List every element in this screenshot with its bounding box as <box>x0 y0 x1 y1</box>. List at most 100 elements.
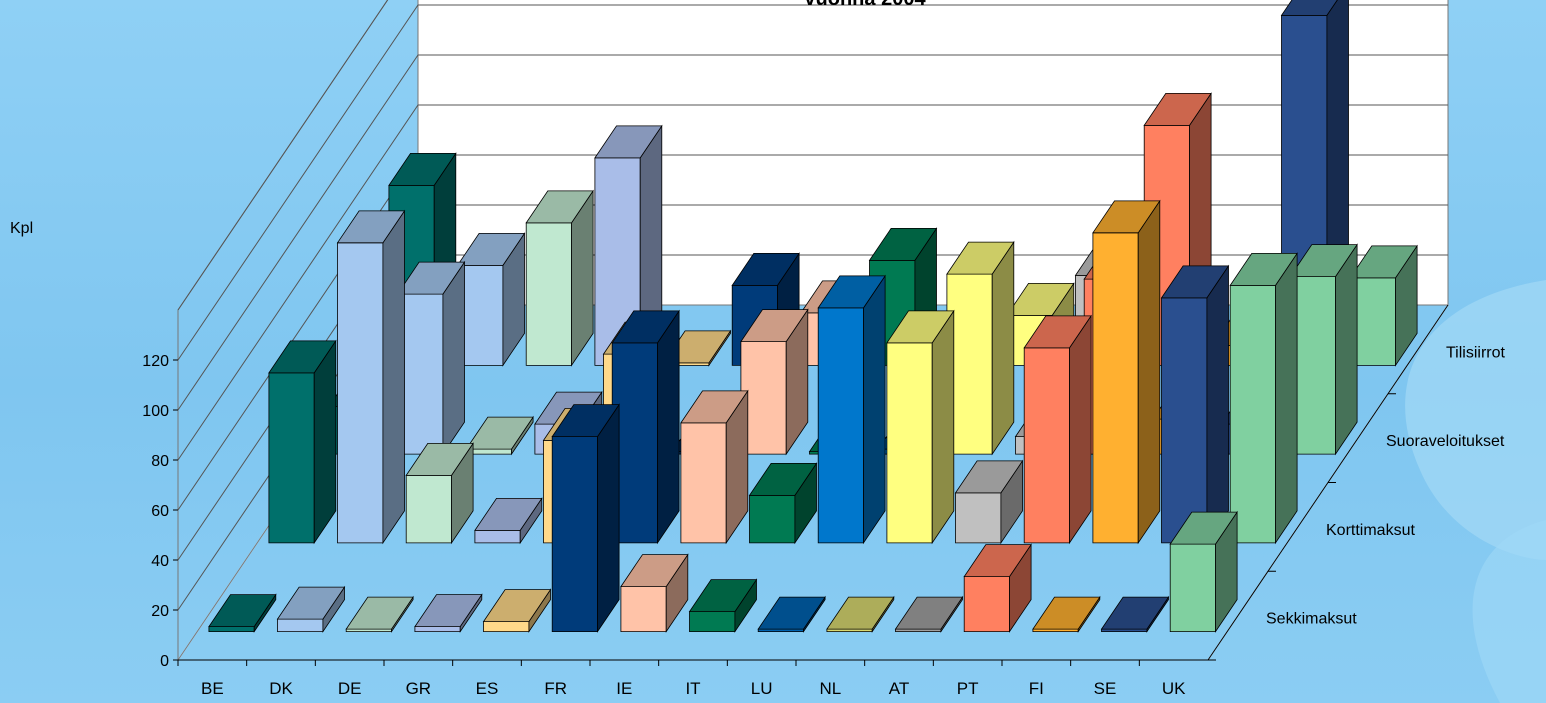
bar-side <box>598 405 620 632</box>
x-tick-label: IE <box>616 679 632 698</box>
bar <box>956 461 1023 543</box>
bar <box>1093 201 1160 543</box>
series-label: Sekkimaksut <box>1266 611 1357 628</box>
x-tick-label: DE <box>338 679 362 698</box>
y-tick-label: 100 <box>142 403 169 420</box>
bar-front <box>338 243 383 543</box>
bar <box>681 391 748 543</box>
x-tick-label: PT <box>957 679 979 698</box>
bar <box>612 311 679 543</box>
bar <box>947 242 1014 454</box>
series-label: Korttimaksut <box>1326 522 1415 539</box>
bar-side <box>658 311 680 543</box>
bar <box>741 310 808 455</box>
x-tick-label: FR <box>544 679 567 698</box>
bar-front <box>750 495 795 543</box>
bar <box>1230 253 1297 543</box>
bar-front <box>269 373 314 543</box>
bar <box>484 590 551 632</box>
bar-front <box>1162 298 1207 543</box>
x-tick-label: BE <box>201 679 224 698</box>
bar-front <box>209 627 254 632</box>
y-tick-label: 40 <box>151 553 169 570</box>
x-tick-label: UK <box>1162 679 1186 698</box>
bar-front <box>406 475 451 543</box>
bar <box>1033 597 1100 632</box>
bar <box>750 463 817 543</box>
bar-side <box>992 242 1014 454</box>
bar-front <box>887 343 932 543</box>
bar-front <box>415 627 460 632</box>
bar <box>621 555 688 632</box>
bar-side <box>1138 201 1160 543</box>
bar-front <box>1093 233 1138 543</box>
bar <box>475 498 542 543</box>
y-axis-label: Kpl <box>10 220 33 237</box>
bar <box>964 545 1031 632</box>
bar-side <box>1276 253 1298 543</box>
bar <box>338 211 405 543</box>
bar <box>758 597 825 632</box>
bar-front <box>964 577 1009 632</box>
bar <box>1024 316 1091 543</box>
bar-front <box>681 423 726 543</box>
bar <box>466 417 533 454</box>
bar-front <box>278 619 323 632</box>
bar-front <box>1230 285 1275 543</box>
bar-front <box>956 493 1001 543</box>
series-label: Suoraveloitukset <box>1386 433 1505 450</box>
bar-front <box>552 437 597 632</box>
x-tick-label: DK <box>269 679 293 698</box>
y-tick-label: 80 <box>151 453 169 470</box>
x-tick-label: GR <box>406 679 432 698</box>
x-tick-label: ES <box>476 679 499 698</box>
y-tick-label: 60 <box>151 503 169 520</box>
x-tick-label: NL <box>819 679 841 698</box>
bar-front <box>818 308 863 543</box>
bar <box>415 595 482 632</box>
bar <box>269 341 336 543</box>
bar-side <box>1336 245 1358 455</box>
series-label: Tilisiirrot <box>1446 344 1506 361</box>
bar <box>1290 245 1357 455</box>
bar-side <box>443 262 465 454</box>
bar <box>398 262 465 454</box>
bar-side <box>932 311 954 543</box>
bar-side <box>864 276 886 543</box>
bar-front <box>621 587 666 632</box>
bar <box>526 191 593 366</box>
bar-side <box>314 341 336 543</box>
x-tick-label: LU <box>751 679 773 698</box>
bar <box>1350 246 1417 366</box>
bar-side <box>1070 316 1092 543</box>
bar <box>896 597 963 632</box>
bar <box>458 233 525 365</box>
bar <box>346 597 413 632</box>
bar-side <box>1207 266 1229 543</box>
bar-front <box>1024 348 1069 543</box>
bar-front <box>1170 544 1215 632</box>
bar <box>1162 266 1229 543</box>
bar <box>1170 512 1237 632</box>
y-tick-label: 0 <box>160 653 169 670</box>
bar <box>690 580 757 632</box>
bar <box>887 311 954 543</box>
bar <box>818 276 885 543</box>
x-tick-label: SE <box>1094 679 1117 698</box>
x-tick-label: FI <box>1029 679 1044 698</box>
x-tick-label: AT <box>889 679 909 698</box>
bar <box>278 587 345 632</box>
y-tick-label: 20 <box>151 603 169 620</box>
bar <box>552 405 619 632</box>
x-tick-label: IT <box>685 679 700 698</box>
bar <box>406 443 473 543</box>
bar <box>827 597 894 632</box>
bar-side <box>383 211 405 543</box>
chart-title: vuonna 2004 <box>804 0 926 10</box>
bar <box>1102 597 1169 632</box>
bar-front <box>690 612 735 632</box>
bar-front <box>484 622 529 632</box>
bar-front <box>526 223 571 366</box>
bar-front <box>475 530 520 543</box>
